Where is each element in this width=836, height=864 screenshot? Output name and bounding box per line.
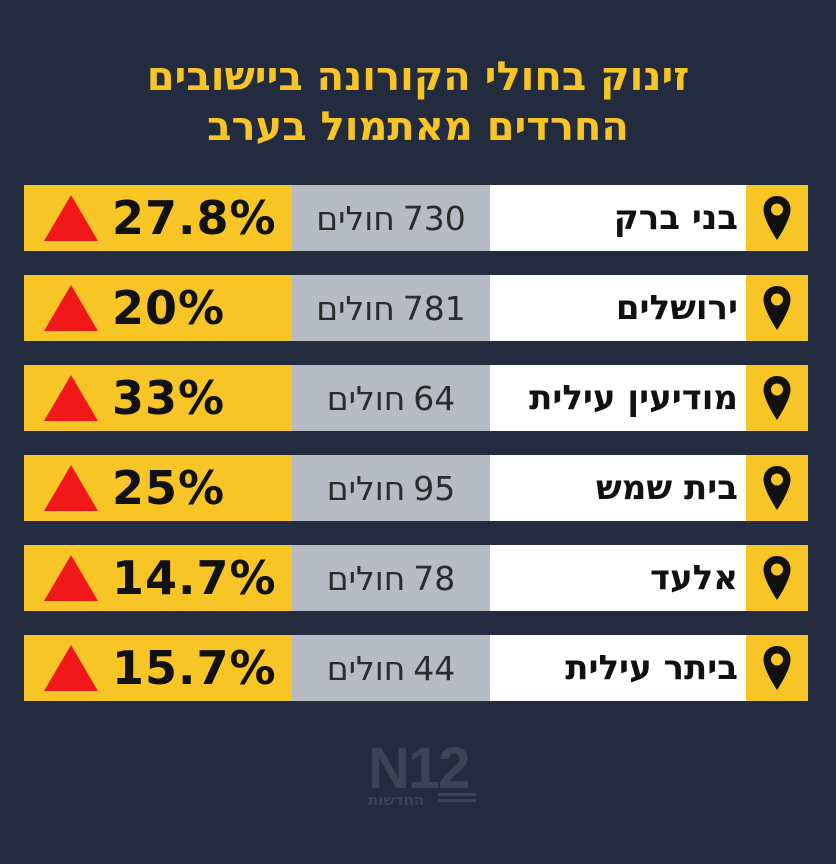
patient-count: 781 חולים (292, 275, 490, 341)
logo-subtitle: החדשות (368, 791, 425, 809)
percent-cell: 25% (24, 455, 292, 521)
table-row: בני ברק 730 חולים 27.8% (24, 185, 808, 251)
count-unit: חולים (326, 648, 406, 688)
table-row: ביתר עילית 44 חולים 15.7% (24, 635, 808, 701)
percent-change: 14.7% (112, 551, 277, 605)
table-row: בית שמש 95 חולים 25% (24, 455, 808, 521)
headline: זינוק בחולי הקורונה ביישובים החרדים מאתמ… (0, 52, 836, 152)
percent-change: 25% (112, 461, 226, 515)
patient-count: 78 חולים (292, 545, 490, 611)
city-name: בית שמש (490, 455, 746, 521)
up-triangle-icon (44, 465, 98, 511)
percent-change: 20% (112, 281, 226, 335)
count-value: 44 (413, 648, 456, 688)
location-pin-icon (746, 635, 808, 701)
headline-line-1: זינוק בחולי הקורונה ביישובים (146, 54, 690, 100)
city-name: אלעד (490, 545, 746, 611)
percent-change: 33% (112, 371, 226, 425)
city-name: מודיעין עילית (490, 365, 746, 431)
logo-brand: N12 (368, 736, 470, 801)
city-name: ירושלים (490, 275, 746, 341)
up-triangle-icon (44, 285, 98, 331)
count-unit: חולים (326, 378, 406, 418)
location-pin-icon (746, 275, 808, 341)
city-name: בני ברק (490, 185, 746, 251)
percent-change: 15.7% (112, 641, 277, 695)
up-triangle-icon (44, 645, 98, 691)
percent-cell: 33% (24, 365, 292, 431)
up-triangle-icon (44, 195, 98, 241)
count-value: 781 (402, 288, 466, 328)
patient-count: 64 חולים (292, 365, 490, 431)
location-pin-icon (746, 545, 808, 611)
count-value: 95 (413, 468, 456, 508)
percent-cell: 14.7% (24, 545, 292, 611)
percent-cell: 15.7% (24, 635, 292, 701)
patient-count: 730 חולים (292, 185, 490, 251)
count-unit: חולים (326, 558, 406, 598)
count-unit: חולים (316, 198, 395, 238)
headline-line-2: החרדים מאתמול בערב (207, 104, 629, 150)
city-name: ביתר עילית (490, 635, 746, 701)
location-pin-icon (746, 365, 808, 431)
table-row: מודיעין עילית 64 חולים 33% (24, 365, 808, 431)
count-value: 64 (413, 378, 456, 418)
count-value: 78 (413, 558, 456, 598)
count-unit: חולים (326, 468, 406, 508)
city-table: בני ברק 730 חולים 27.8% ירושלים 781 חולי… (24, 185, 808, 725)
up-triangle-icon (44, 375, 98, 421)
location-pin-icon (746, 455, 808, 521)
n12-logo: N12 החדשות (360, 735, 490, 815)
count-value: 730 (402, 198, 466, 238)
count-unit: חולים (316, 288, 395, 328)
location-pin-icon (746, 185, 808, 251)
percent-change: 27.8% (112, 191, 277, 245)
patient-count: 44 חולים (292, 635, 490, 701)
percent-cell: 20% (24, 275, 292, 341)
patient-count: 95 חולים (292, 455, 490, 521)
percent-cell: 27.8% (24, 185, 292, 251)
table-row: ירושלים 781 חולים 20% (24, 275, 808, 341)
logo-bars (438, 793, 476, 805)
up-triangle-icon (44, 555, 98, 601)
table-row: אלעד 78 חולים 14.7% (24, 545, 808, 611)
